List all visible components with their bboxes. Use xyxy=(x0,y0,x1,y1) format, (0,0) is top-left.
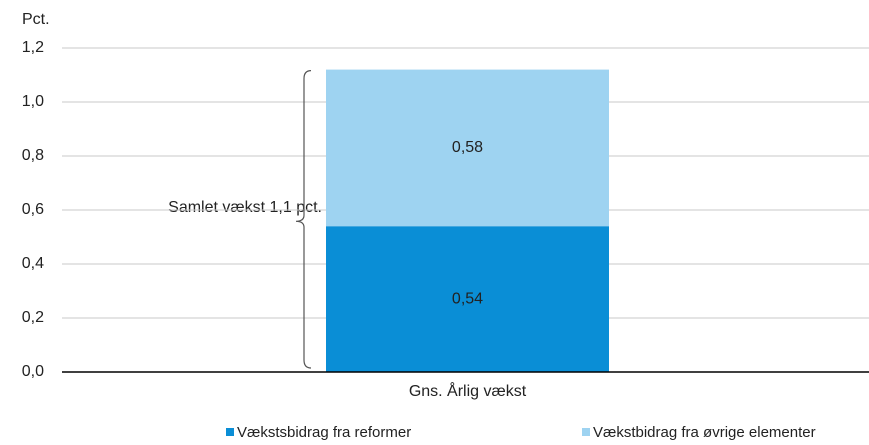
y-axis-label: Pct. xyxy=(22,11,50,28)
y-tick-label: 1,0 xyxy=(22,93,44,110)
y-tick-label: 0,0 xyxy=(22,363,44,380)
annotation: Samlet vækst 1,1 pct. xyxy=(168,199,322,216)
bar-segment xyxy=(326,226,609,372)
y-tick-label: 1,2 xyxy=(22,39,44,56)
y-tick-label: 0,8 xyxy=(22,147,44,164)
legend-label: Vækstsbidrag fra reformer xyxy=(237,424,411,441)
x-tick-label: Gns. Årlig vækst xyxy=(409,381,527,400)
legend-swatch xyxy=(226,428,234,436)
y-tick-label: 0,6 xyxy=(22,201,44,218)
bar-segment xyxy=(326,69,609,227)
legend-label: Vækstbidrag fra øvrige elementer xyxy=(593,424,816,441)
legend-swatch xyxy=(582,428,590,436)
y-tick-label: 0,2 xyxy=(22,309,44,326)
data-label: 0,54 xyxy=(452,290,483,307)
brace xyxy=(295,70,312,369)
y-tick-label: 0,4 xyxy=(22,255,44,272)
data-label: 0,58 xyxy=(452,139,483,156)
